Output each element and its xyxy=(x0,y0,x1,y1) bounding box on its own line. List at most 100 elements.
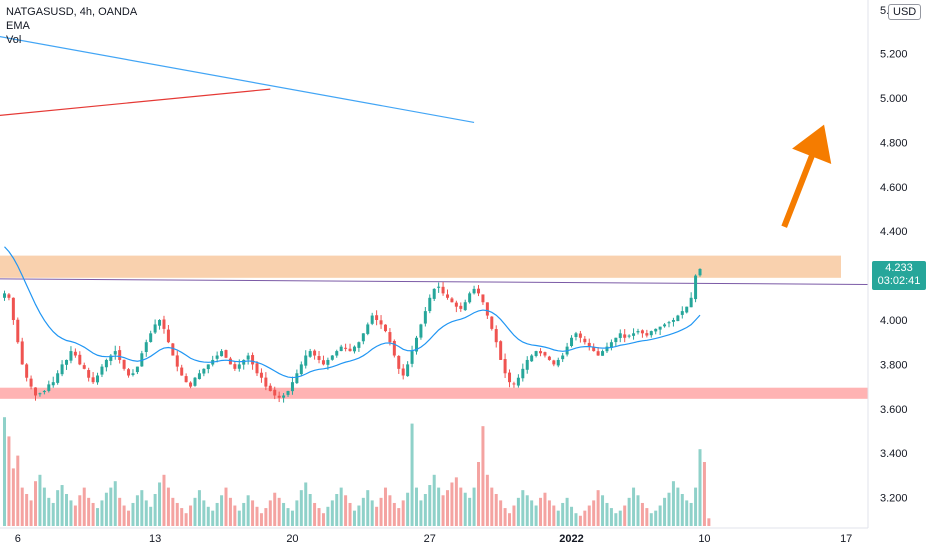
volume-bar xyxy=(290,510,294,526)
ema-label[interactable]: EMA xyxy=(6,20,30,32)
candle xyxy=(419,323,423,340)
volume-bar xyxy=(47,497,51,526)
volume-bar xyxy=(286,508,290,526)
candle-body xyxy=(587,342,591,347)
candle xyxy=(206,364,210,374)
volume-bar xyxy=(485,474,489,526)
candle-body xyxy=(259,372,263,378)
candle-body xyxy=(578,333,582,338)
candle-body xyxy=(685,306,689,313)
vol-label[interactable]: Vol xyxy=(6,34,22,46)
ema-layer xyxy=(4,246,701,379)
volume-bar xyxy=(463,492,467,526)
volume-bar xyxy=(441,495,445,526)
volume-bar xyxy=(446,490,449,526)
candle-body xyxy=(477,288,481,294)
candle-body xyxy=(530,355,534,362)
candle xyxy=(82,362,86,370)
candle-body xyxy=(175,355,179,367)
candle-body xyxy=(193,377,197,386)
volume-bar xyxy=(565,497,569,526)
volume-bar xyxy=(313,502,317,526)
y-axis-tick-label-partial: 5. xyxy=(880,5,889,17)
candle-body xyxy=(632,333,636,336)
volume-bar xyxy=(556,510,560,526)
candle xyxy=(335,349,339,358)
candle xyxy=(437,282,441,293)
candle-body xyxy=(512,383,516,385)
candle xyxy=(25,363,29,382)
volume-bar xyxy=(56,490,60,526)
candle-body xyxy=(131,373,135,376)
volume-bar xyxy=(680,494,684,526)
y-axis-tick-label: 3.600 xyxy=(880,404,908,416)
candle-body xyxy=(184,376,188,383)
candle xyxy=(246,352,250,365)
candle xyxy=(636,328,640,335)
candle xyxy=(463,299,467,311)
volume-bar xyxy=(184,513,188,526)
candle xyxy=(472,285,476,295)
volume-bar xyxy=(676,487,680,526)
currency-button[interactable]: USD xyxy=(888,4,922,20)
candle xyxy=(357,341,361,352)
candle-body xyxy=(313,350,317,356)
candle xyxy=(521,363,525,382)
candle-body xyxy=(251,355,255,365)
volume-bar xyxy=(224,487,228,526)
volume-bar xyxy=(326,506,330,526)
candle-body xyxy=(335,351,339,356)
last-price-value: 4.233 xyxy=(885,262,913,274)
candle-body xyxy=(47,384,51,391)
candle xyxy=(525,356,529,374)
candle-body xyxy=(596,351,600,356)
candle-body xyxy=(446,294,449,298)
candle-body xyxy=(166,329,170,343)
candle-body xyxy=(206,364,210,370)
candle xyxy=(446,289,449,300)
y-axis-tick-label: 3.200 xyxy=(880,493,908,505)
candle xyxy=(184,373,188,383)
volume-bar xyxy=(189,505,193,526)
candle xyxy=(73,348,77,358)
candle xyxy=(96,372,100,385)
candle xyxy=(379,315,383,329)
candle xyxy=(339,344,343,352)
candle-body xyxy=(348,348,352,352)
volume-bar xyxy=(685,500,689,526)
candle-body xyxy=(370,315,374,324)
candle xyxy=(290,376,294,395)
candle xyxy=(135,366,139,375)
candle xyxy=(171,342,175,356)
symbol-label[interactable]: NATGASUSD, 4h, OANDA xyxy=(6,6,138,18)
candle-body xyxy=(499,341,503,360)
volume-bar xyxy=(397,508,401,526)
candle-body xyxy=(330,355,334,360)
candle-body xyxy=(539,351,543,354)
volume-bar xyxy=(645,508,649,526)
volume-bar xyxy=(25,494,29,526)
drawing-lines-layer xyxy=(0,36,869,285)
candle-body xyxy=(388,332,392,343)
volume-bar xyxy=(344,495,348,526)
candle-body xyxy=(65,359,69,365)
candle xyxy=(166,324,170,344)
volume-bar xyxy=(667,492,671,526)
volume-bar xyxy=(539,497,543,526)
volume-bar xyxy=(654,510,658,526)
y-axis-tick-label: 4.600 xyxy=(880,182,908,194)
candle xyxy=(313,349,317,360)
volume-bar xyxy=(490,487,494,526)
candle-body xyxy=(658,326,662,330)
candle-body xyxy=(56,373,60,383)
candle xyxy=(547,355,551,361)
candle-body xyxy=(649,331,653,336)
candle xyxy=(414,335,418,355)
volume-bar xyxy=(78,495,82,526)
candle-body xyxy=(552,360,556,365)
candle xyxy=(649,330,653,338)
volume-bar xyxy=(694,487,698,526)
volume-bar xyxy=(658,505,662,526)
